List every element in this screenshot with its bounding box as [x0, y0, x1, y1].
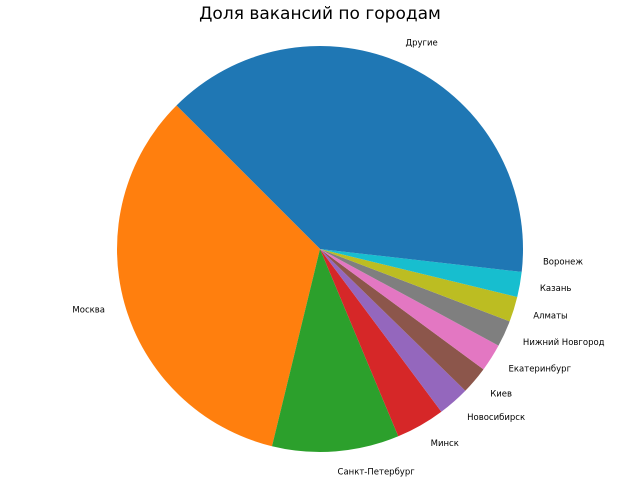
slice-label: Санкт-Петербург: [338, 468, 416, 478]
pie-slice: [320, 249, 510, 346]
slice-label: Минск: [431, 439, 459, 449]
pie-labels: Другие Москва Санкт-Петербург Минск Новосиби…: [72, 39, 604, 478]
slice-label: Москва: [72, 305, 105, 315]
pie-slice: [320, 249, 523, 272]
slice-label: Воронеж: [543, 258, 583, 268]
pie-slice: [320, 249, 466, 412]
pie-slice: [271, 249, 399, 452]
slice-label: Нижний Новгород: [523, 338, 605, 348]
slice-label: Новосибирск: [467, 413, 525, 423]
slice-label: Екатеринбург: [509, 365, 572, 375]
pie-slice: [320, 249, 499, 370]
pie-slice: [320, 249, 518, 322]
pie-slice: [320, 249, 442, 437]
pie-slices: [117, 46, 523, 452]
slice-label: Казань: [540, 284, 572, 294]
pie-slice: [176, 46, 523, 249]
pie-slice: [320, 249, 522, 298]
chart-title: Доля вакансий по городам: [199, 4, 441, 24]
pie-slice: [320, 249, 484, 391]
slice-label: Другие: [405, 39, 437, 49]
slice-label: Киев: [490, 389, 512, 399]
pie-slice: [117, 105, 321, 447]
slice-label: Алматы: [533, 311, 568, 321]
